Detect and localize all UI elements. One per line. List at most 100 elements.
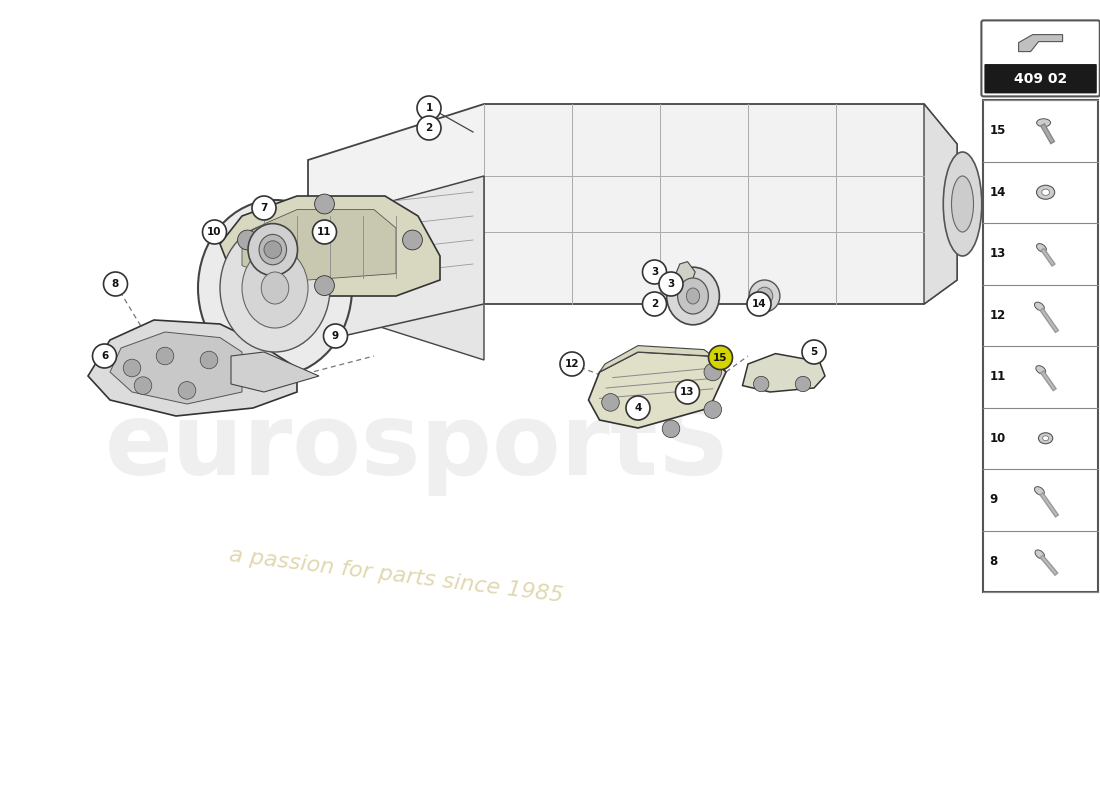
Circle shape [754, 376, 769, 392]
Circle shape [323, 324, 348, 348]
Text: 15: 15 [989, 124, 1005, 138]
Text: a passion for parts since 1985: a passion for parts since 1985 [228, 546, 564, 606]
Text: 13: 13 [989, 247, 1005, 260]
Circle shape [659, 272, 683, 296]
Text: 10: 10 [989, 432, 1005, 445]
Circle shape [642, 260, 667, 284]
Text: 12: 12 [564, 359, 580, 369]
Text: 3: 3 [651, 267, 658, 277]
Text: 9: 9 [332, 331, 339, 341]
Text: 6: 6 [101, 351, 108, 361]
Circle shape [315, 194, 334, 214]
Ellipse shape [1042, 189, 1049, 195]
Ellipse shape [242, 248, 308, 328]
Text: 13: 13 [680, 387, 695, 397]
Text: 2: 2 [426, 123, 432, 133]
Text: 14: 14 [751, 299, 767, 309]
Text: 3: 3 [668, 279, 674, 289]
Ellipse shape [1043, 436, 1048, 441]
Circle shape [312, 220, 337, 244]
Text: 4: 4 [635, 403, 641, 413]
Polygon shape [308, 256, 484, 360]
Text: eurosportS: eurosportS [106, 399, 730, 497]
Ellipse shape [262, 272, 288, 304]
Polygon shape [231, 352, 319, 392]
Ellipse shape [248, 223, 297, 275]
Circle shape [802, 340, 826, 364]
Ellipse shape [686, 288, 700, 304]
Ellipse shape [1036, 243, 1046, 252]
Polygon shape [308, 176, 484, 344]
FancyBboxPatch shape [983, 100, 1098, 592]
Text: 409 02: 409 02 [1014, 72, 1067, 86]
Ellipse shape [1036, 118, 1050, 126]
Text: 8: 8 [989, 554, 998, 568]
Circle shape [315, 276, 334, 295]
Ellipse shape [258, 234, 286, 265]
Ellipse shape [749, 280, 780, 312]
Text: 5: 5 [811, 347, 817, 357]
Text: 8: 8 [112, 279, 119, 289]
Circle shape [626, 396, 650, 420]
Ellipse shape [1036, 186, 1055, 199]
Polygon shape [588, 352, 726, 428]
Ellipse shape [678, 278, 708, 314]
Circle shape [795, 376, 811, 392]
Circle shape [92, 344, 117, 368]
Polygon shape [924, 104, 957, 304]
Text: 14: 14 [989, 186, 1005, 198]
Ellipse shape [1036, 366, 1046, 374]
Circle shape [200, 351, 218, 369]
Text: 15: 15 [713, 353, 728, 362]
Circle shape [156, 347, 174, 365]
Text: 12: 12 [989, 309, 1005, 322]
FancyBboxPatch shape [984, 64, 1097, 94]
Ellipse shape [952, 176, 974, 232]
Ellipse shape [1038, 433, 1053, 444]
Circle shape [747, 292, 771, 316]
Circle shape [704, 363, 722, 381]
Polygon shape [1019, 34, 1063, 51]
Circle shape [123, 359, 141, 377]
FancyBboxPatch shape [981, 20, 1100, 96]
Circle shape [178, 382, 196, 399]
Circle shape [662, 420, 680, 438]
Circle shape [417, 116, 441, 140]
Ellipse shape [1034, 486, 1044, 495]
Polygon shape [673, 262, 695, 286]
Ellipse shape [198, 200, 352, 376]
Text: 7: 7 [261, 203, 267, 213]
Polygon shape [220, 196, 440, 296]
Polygon shape [110, 332, 242, 404]
Circle shape [403, 230, 422, 250]
Circle shape [602, 394, 619, 411]
Circle shape [202, 220, 227, 244]
Polygon shape [242, 210, 396, 282]
Polygon shape [742, 354, 825, 392]
Circle shape [252, 196, 276, 220]
Circle shape [134, 377, 152, 394]
Circle shape [560, 352, 584, 376]
Circle shape [417, 96, 441, 120]
Ellipse shape [757, 287, 772, 305]
Text: 2: 2 [651, 299, 658, 309]
Circle shape [103, 272, 128, 296]
Ellipse shape [1035, 550, 1045, 558]
Polygon shape [600, 346, 726, 372]
Circle shape [708, 346, 733, 370]
Text: 11: 11 [989, 370, 1005, 383]
Ellipse shape [1034, 302, 1044, 310]
Ellipse shape [944, 152, 981, 256]
Ellipse shape [220, 224, 330, 352]
Ellipse shape [667, 267, 719, 325]
Circle shape [704, 401, 722, 418]
Circle shape [238, 230, 257, 250]
Circle shape [642, 292, 667, 316]
Text: 9: 9 [989, 494, 998, 506]
Polygon shape [308, 104, 957, 304]
Polygon shape [88, 320, 297, 416]
Text: 1: 1 [426, 103, 432, 113]
Circle shape [675, 380, 700, 404]
Circle shape [264, 241, 282, 258]
Text: 11: 11 [317, 227, 332, 237]
